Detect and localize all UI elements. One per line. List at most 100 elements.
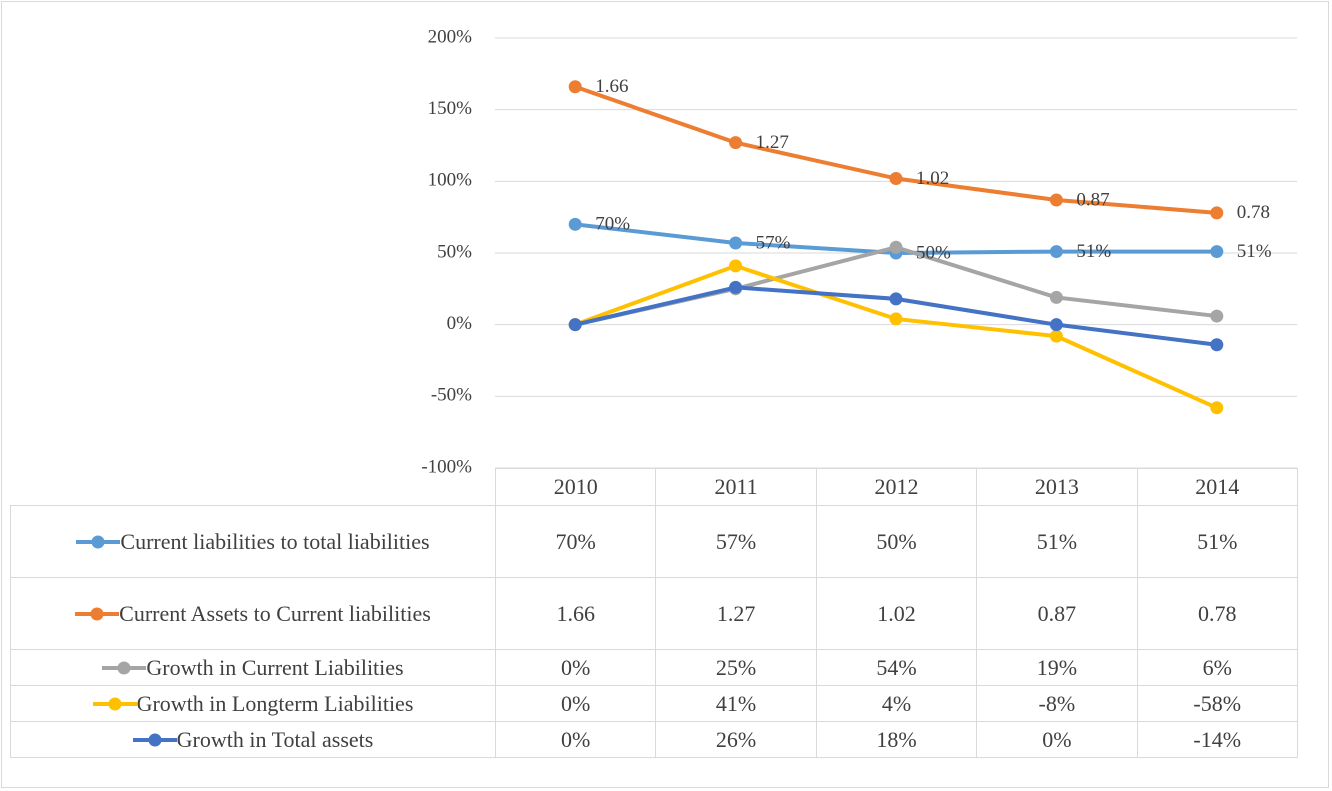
table-value: -58%	[1136, 685, 1298, 722]
data-point	[1049, 329, 1063, 343]
table-row: Growth in Total assets 0% 26% 18% 0% -14%	[10, 721, 1298, 758]
blank-cell	[11, 469, 496, 506]
legend-label: Current liabilities to total liabilities	[120, 528, 430, 554]
legend-icon	[132, 733, 177, 746]
table-row: Current Assets to Current liabilities 1.6…	[10, 577, 1298, 650]
data-point	[729, 136, 743, 150]
x-tick-label: 2010	[494, 468, 657, 506]
data-point	[1210, 206, 1224, 220]
legend-label: Growth in Total assets	[176, 726, 374, 752]
data-point	[889, 312, 903, 326]
header-row: 2010 2011 2012 2013 2014	[11, 468, 1298, 506]
data-label: 70%	[595, 214, 630, 235]
table-value: 51%	[976, 505, 1138, 578]
table-value: 26%	[655, 721, 817, 758]
legend-entry: Current liabilities to total liabilities	[11, 529, 495, 555]
y-tick-label: -50%	[431, 385, 472, 406]
table-value: 1.66	[494, 577, 657, 650]
x-tick-label: 2014	[1136, 468, 1298, 506]
data-label: 57%	[756, 232, 791, 253]
data-point	[889, 292, 903, 306]
data-label: 51%	[1237, 241, 1272, 262]
data-point	[889, 240, 903, 254]
data-label: 50%	[916, 242, 951, 263]
data-point	[729, 236, 743, 250]
table-value: 0.87	[976, 577, 1138, 650]
table-value: 0%	[494, 721, 657, 758]
table-value: 1.27	[655, 577, 817, 650]
legend-label: Growth in Current Liabilities	[146, 654, 404, 680]
legend-cell: Growth in Current Liabilities	[10, 649, 496, 686]
table-value: 0.78	[1136, 577, 1298, 650]
data-label: 0.78	[1237, 202, 1270, 223]
table-value: -14%	[1136, 721, 1298, 758]
legend-marker	[108, 697, 122, 710]
legend-marker	[91, 535, 105, 548]
table-value: 41%	[655, 685, 817, 722]
legend-marker	[148, 733, 162, 746]
legend-icon	[102, 661, 147, 674]
data-point	[568, 217, 582, 231]
data-table: 2010 2011 2012 2013 2014 Current liabilities …	[10, 468, 1298, 758]
legend-icon	[75, 607, 120, 620]
y-tick-label: 0%	[447, 313, 473, 334]
data-point	[1210, 309, 1224, 323]
data-label: 1.27	[756, 132, 789, 153]
table-value: 18%	[815, 721, 978, 758]
series-line	[574, 84, 1217, 215]
table-value: 0%	[494, 649, 657, 686]
legend-entry: Current Assets to Current liabilities	[11, 601, 495, 627]
data-point	[729, 259, 743, 273]
data-point	[1210, 338, 1224, 352]
y-tick-label: 50%	[437, 241, 472, 262]
table-value: 0%	[976, 721, 1138, 758]
legend-label: Current Assets to Current liabilities	[119, 600, 431, 626]
legend-cell: Growth in Total assets	[10, 721, 496, 758]
x-tick-label: 2013	[976, 468, 1138, 506]
x-tick-label: 2011	[655, 468, 817, 506]
table-value: 1.02	[815, 577, 978, 650]
legend-marker	[90, 607, 104, 620]
table-value: 57%	[655, 505, 817, 578]
legend-label: Growth in Longterm Liabilities	[136, 690, 414, 716]
legend-icon	[92, 697, 137, 710]
table-value: 25%	[655, 649, 817, 686]
table-value: 19%	[976, 649, 1138, 686]
data-point	[1210, 401, 1224, 415]
table-value: 0%	[494, 685, 657, 722]
legend-icon	[76, 535, 121, 548]
data-point	[1210, 245, 1224, 259]
x-tick-label: 2012	[815, 468, 978, 506]
legend-cell: Current liabilities to total liabilities	[10, 505, 496, 578]
table-value: 50%	[815, 505, 978, 578]
legend-entry: Growth in Total assets	[11, 727, 495, 753]
data-label: 0.87	[1076, 189, 1109, 210]
data-point	[889, 171, 903, 185]
data-label: 51%	[1076, 241, 1111, 262]
table-value: 4%	[815, 685, 978, 722]
data-label: 1.66	[595, 76, 628, 97]
y-tick-label: 100%	[428, 170, 473, 191]
table-value: -8%	[976, 685, 1138, 722]
legend-cell: Current Assets to Current liabilities	[10, 577, 496, 650]
table-value: 6%	[1136, 649, 1298, 686]
legend-cell: Growth in Longterm Liabilities	[10, 685, 496, 722]
table-row: Current liabilities to total liabilities…	[10, 505, 1298, 578]
table-row: Growth in Longterm Liabilities 0% 41% 4% -8%…	[10, 685, 1298, 722]
legend-entry: Growth in Current Liabilities	[11, 655, 495, 681]
table-value: 70%	[494, 505, 657, 578]
data-label: 1.02	[916, 168, 949, 189]
data-point	[568, 318, 582, 332]
y-tick-label: 200%	[428, 26, 473, 47]
data-point	[729, 280, 743, 294]
y-tick-label: -100%	[421, 456, 472, 477]
data-point	[1049, 290, 1063, 304]
table-row: Growth in Current Liabilities 0% 25% 54% 19%…	[10, 649, 1298, 686]
legend-marker	[117, 661, 131, 674]
table-value: 51%	[1136, 505, 1298, 578]
table-value: 54%	[815, 649, 978, 686]
legend-entry: Growth in Longterm Liabilities	[11, 691, 495, 717]
